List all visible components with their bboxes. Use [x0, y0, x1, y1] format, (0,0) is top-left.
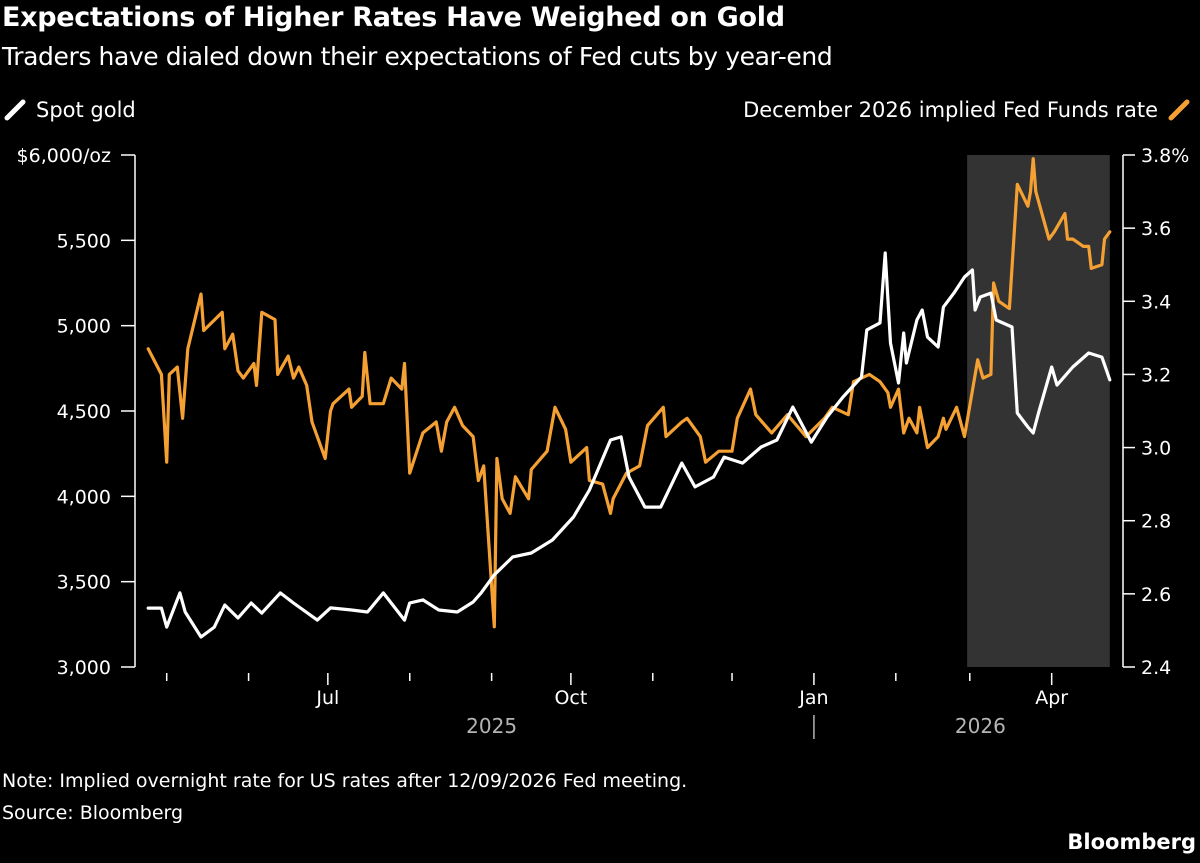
left-axis-tick-label: 3,000	[57, 657, 111, 679]
legend-label: December 2026 implied Fed Funds rate	[743, 98, 1158, 122]
right-axis-tick-label: 2.6	[1141, 584, 1171, 606]
right-axis-tick-label: 2.8	[1141, 511, 1171, 533]
left-axis-tick-label: 3,500	[57, 572, 111, 594]
right-axis-tick-label: 3.6	[1141, 218, 1171, 240]
white-line-swatch-icon	[4, 99, 26, 121]
left-axis-tick-label: 5,500	[57, 230, 111, 252]
spot-gold-line	[146, 251, 1112, 639]
right-axis-tick-label: 3.8%	[1141, 145, 1189, 167]
bloomberg-logo: Bloomberg	[1067, 830, 1196, 854]
legend-fed-funds-rate: December 2026 implied Fed Funds rate	[743, 98, 1190, 122]
x-axis-tick-label: Apr	[1035, 687, 1068, 709]
left-axis-tick-label: 5,000	[57, 316, 111, 338]
left-axis-tick-label: 4,000	[57, 486, 111, 508]
right-axis-tick-label: 3.0	[1141, 438, 1171, 460]
right-axis-tick-label: 2.4	[1141, 657, 1171, 679]
chart-note: Note: Implied overnight rate for US rate…	[2, 770, 688, 792]
left-axis-tick-label: $6,000/oz	[17, 145, 112, 167]
legend-label: Spot gold	[36, 98, 136, 122]
right-axis-tick-label: 3.2	[1141, 364, 1171, 386]
right-axis-tick-label: 3.4	[1141, 291, 1171, 313]
x-axis-tick-label: Oct	[554, 687, 587, 709]
x-axis-tick-label: Jul	[315, 687, 339, 709]
chart-title: Expectations of Higher Rates Have Weighe…	[2, 2, 785, 33]
x-axis-year-label: 2026	[955, 714, 1006, 738]
orange-line-swatch-icon	[1168, 99, 1190, 121]
x-axis-year-label: 2025	[466, 714, 517, 738]
left-axis-tick-label: 4,500	[57, 401, 111, 423]
chart-source: Source: Bloomberg	[2, 802, 184, 824]
fed-funds-rate-line	[146, 157, 1112, 629]
legend-spot-gold: Spot gold	[4, 98, 136, 122]
x-axis-tick-label: Jan	[798, 687, 828, 709]
chart-subtitle: Traders have dialed down their expectati…	[2, 42, 833, 71]
